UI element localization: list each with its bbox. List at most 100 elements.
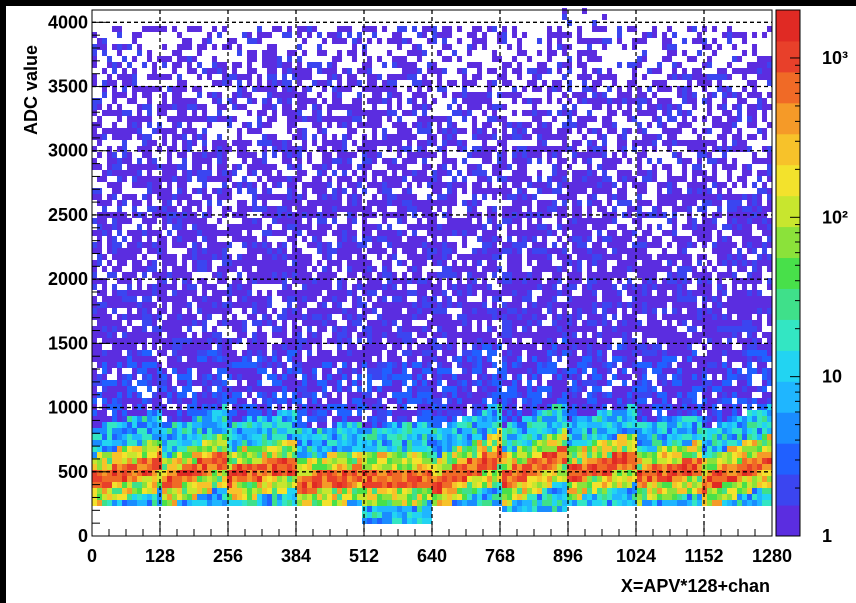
heatmap-cell xyxy=(292,260,297,266)
heatmap-cell xyxy=(112,416,117,422)
heatmap-cell xyxy=(257,488,262,494)
heatmap-cell xyxy=(462,302,467,308)
heatmap-cell xyxy=(147,110,152,116)
heatmap-cell xyxy=(227,206,232,212)
heatmap-cell xyxy=(462,476,467,482)
heatmap-cell xyxy=(162,452,167,458)
heatmap-cell xyxy=(132,38,137,44)
heatmap-cell xyxy=(302,278,307,284)
heatmap-cell xyxy=(357,92,362,98)
heatmap-cell xyxy=(137,110,142,116)
heatmap-cell xyxy=(292,452,297,458)
heatmap-cell xyxy=(417,278,422,284)
heatmap-cell xyxy=(432,356,437,362)
heatmap-cell xyxy=(347,164,352,170)
heatmap-cell xyxy=(247,152,252,158)
heatmap-cell xyxy=(487,350,492,356)
heatmap-cell xyxy=(252,410,257,416)
heatmap-cell xyxy=(487,80,492,86)
heatmap-cell xyxy=(367,476,372,482)
heatmap-cell xyxy=(217,290,222,296)
heatmap-cell xyxy=(492,308,497,314)
heatmap-cell xyxy=(207,386,212,392)
heatmap-cell xyxy=(382,176,387,182)
heatmap-cell xyxy=(492,254,497,260)
heatmap-cell xyxy=(137,494,142,500)
heatmap-cell xyxy=(437,476,442,482)
heatmap-cell xyxy=(272,410,277,416)
heatmap-cell xyxy=(107,62,112,68)
heatmap-cell xyxy=(177,236,182,242)
heatmap-cell xyxy=(227,308,232,314)
heatmap-cell xyxy=(432,68,437,74)
heatmap-cell xyxy=(302,104,307,110)
heatmap-cell xyxy=(477,440,482,446)
heatmap-cell xyxy=(412,92,417,98)
heatmap-cell xyxy=(362,398,367,404)
heatmap-cell xyxy=(387,488,392,494)
heatmap-cell xyxy=(432,170,437,176)
heatmap-cell xyxy=(242,290,247,296)
heatmap-cell xyxy=(327,116,332,122)
heatmap-cell xyxy=(407,326,412,332)
heatmap-cell xyxy=(367,470,372,476)
heatmap-cell xyxy=(357,32,362,38)
heatmap-cell xyxy=(172,296,177,302)
heatmap-cell xyxy=(237,296,242,302)
heatmap-cell xyxy=(142,194,147,200)
heatmap-cell xyxy=(417,152,422,158)
heatmap-cell xyxy=(327,122,332,128)
heatmap-cell xyxy=(312,140,317,146)
heatmap-cell xyxy=(337,500,342,506)
heatmap-cell xyxy=(167,182,172,188)
heatmap-cell xyxy=(102,278,107,284)
heatmap-cell xyxy=(162,302,167,308)
heatmap-cell xyxy=(197,392,202,398)
heatmap-cell xyxy=(262,134,267,140)
heatmap-cell xyxy=(262,344,267,350)
heatmap-cell xyxy=(427,104,432,110)
heatmap-cell xyxy=(127,230,132,236)
heatmap-cell xyxy=(102,110,107,116)
heatmap-cell xyxy=(112,488,117,494)
heatmap-cell xyxy=(227,386,232,392)
heatmap-cell xyxy=(417,44,422,50)
heatmap-cell xyxy=(372,200,377,206)
heatmap-cell xyxy=(422,326,427,332)
heatmap-cell xyxy=(222,254,227,260)
heatmap-cell xyxy=(482,188,487,194)
heatmap-cell xyxy=(407,290,412,296)
heatmap-cell xyxy=(302,146,307,152)
heatmap-cell xyxy=(302,392,307,398)
heatmap-cell xyxy=(132,356,137,362)
heatmap-cell xyxy=(142,116,147,122)
heatmap-cell xyxy=(277,350,282,356)
heatmap-cell xyxy=(162,440,167,446)
heatmap-cell xyxy=(352,290,357,296)
heatmap-cell xyxy=(397,38,402,44)
heatmap-cell xyxy=(487,482,492,488)
heatmap-cell xyxy=(377,140,382,146)
heatmap-cell xyxy=(187,284,192,290)
heatmap-cell xyxy=(247,344,252,350)
heatmap-cell xyxy=(167,314,172,320)
heatmap-cell xyxy=(92,74,97,80)
heatmap-cell xyxy=(257,434,262,440)
heatmap-cell xyxy=(407,488,412,494)
heatmap-cell xyxy=(182,488,187,494)
heatmap-cell xyxy=(227,434,232,440)
heatmap-cell xyxy=(207,446,212,452)
heatmap-cell xyxy=(507,500,512,506)
heatmap-cell xyxy=(197,398,202,404)
heatmap-cell xyxy=(142,146,147,152)
heatmap-cell xyxy=(172,392,177,398)
heatmap-cell xyxy=(217,248,222,254)
heatmap-cell xyxy=(257,350,262,356)
heatmap-cell xyxy=(442,368,447,374)
heatmap-cell xyxy=(237,410,242,416)
heatmap-cell xyxy=(462,68,467,74)
heatmap-cell xyxy=(302,470,307,476)
heatmap-cell xyxy=(372,170,377,176)
heatmap-cell xyxy=(292,134,297,140)
heatmap-cell xyxy=(462,374,467,380)
